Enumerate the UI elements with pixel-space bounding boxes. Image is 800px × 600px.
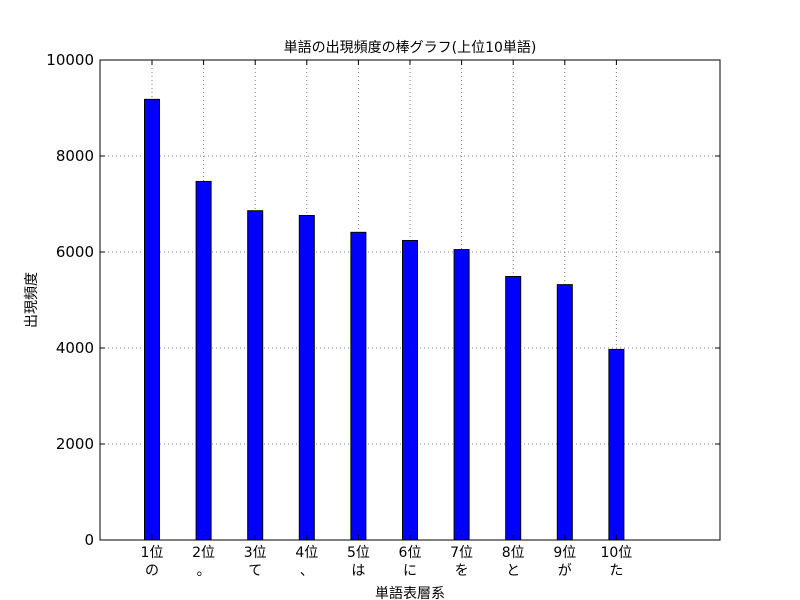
- y-tick-label: 8000: [56, 147, 94, 165]
- x-axis-label: 単語表層系: [375, 586, 445, 600]
- bar: [608, 348, 625, 541]
- bars: [144, 98, 625, 541]
- x-tick-label: 9位が: [553, 545, 576, 579]
- bar: [350, 231, 367, 541]
- bar: [556, 284, 573, 541]
- x-tick-label: 4位、: [295, 545, 318, 579]
- ticks: [100, 59, 720, 541]
- x-tick-label: 1位の: [141, 545, 164, 579]
- y-axis-label: 出現頻度: [24, 272, 40, 328]
- y-tick-labels: 0 2000 4000 6000 8000 10000: [46, 51, 94, 549]
- x-tick-label: 6位に: [399, 545, 422, 579]
- x-tick-label: 2位。: [192, 545, 215, 579]
- chart-title: 単語の出現頻度の棒グラフ(上位10単語): [284, 40, 537, 56]
- x-tick-labels: 1位の 2位。 3位て 4位、 5位は 6位に 7位を 8位と 9位が 10位た: [141, 545, 633, 579]
- bar: [195, 180, 212, 541]
- bar: [402, 239, 418, 541]
- x-tick-label: 8位と: [502, 545, 525, 579]
- y-tick-label: 4000: [56, 339, 94, 357]
- bar: [247, 210, 264, 541]
- x-tick-label: 5位は: [347, 545, 370, 579]
- y-tick-label: 10000: [46, 51, 94, 69]
- y-tick-label: 2000: [56, 435, 94, 453]
- bar: [505, 275, 522, 541]
- bar: [144, 98, 160, 541]
- x-tick-label: 10位た: [600, 545, 632, 579]
- y-tick-label: 0: [84, 531, 94, 549]
- y-tick-label: 6000: [56, 243, 94, 261]
- bar: [298, 215, 315, 541]
- bar: [453, 249, 470, 541]
- x-tick-label: 3位て: [244, 545, 267, 579]
- x-tick-label: 7位を: [450, 545, 473, 579]
